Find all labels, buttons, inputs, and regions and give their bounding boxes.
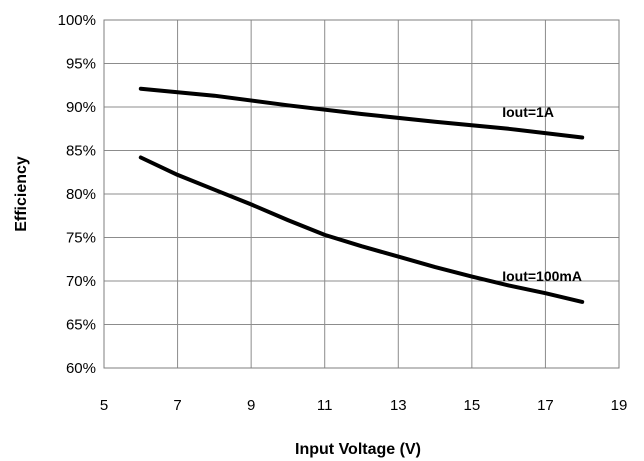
- x-axis: 5 7 9 11 13 15 17 19: [100, 397, 628, 414]
- y-axis: 60% 65% 70% 75% 80% 85% 90% 95% 100%: [58, 12, 96, 377]
- y-tick-label: 80%: [66, 186, 96, 203]
- y-tick-label: 90%: [66, 99, 96, 116]
- y-tick-label: 65%: [66, 317, 96, 334]
- x-tick-label: 19: [611, 397, 628, 414]
- series-line-1: [138, 86, 585, 140]
- x-tick-label: 17: [537, 397, 554, 414]
- series-group: [138, 86, 585, 304]
- plot-border: [103, 19, 620, 369]
- y-tick-label: 85%: [66, 143, 96, 160]
- y-tick-label: 70%: [66, 273, 96, 290]
- series-labels: Iout=1A Iout=100mA: [502, 104, 582, 284]
- x-tick-label: 5: [100, 397, 108, 414]
- x-tick-label: 13: [390, 397, 407, 414]
- x-tick-label: 11: [317, 397, 333, 414]
- x-tick-label: 15: [464, 397, 481, 414]
- series-line-2: [138, 155, 585, 304]
- y-tick-label: 100%: [58, 12, 96, 29]
- y-tick-label: 75%: [66, 230, 96, 247]
- x-axis-title: Input Voltage (V): [295, 441, 421, 458]
- y-axis-title: Efficiency: [13, 156, 30, 232]
- y-tick-label: 60%: [66, 360, 96, 377]
- series-label-1: Iout=1A: [502, 104, 554, 120]
- plot-area: [103, 19, 620, 369]
- y-tick-label: 95%: [66, 56, 96, 73]
- x-tick-label: 9: [247, 397, 255, 414]
- series-label-2: Iout=100mA: [502, 268, 582, 284]
- grid: [103, 19, 620, 369]
- x-tick-label: 7: [173, 397, 181, 414]
